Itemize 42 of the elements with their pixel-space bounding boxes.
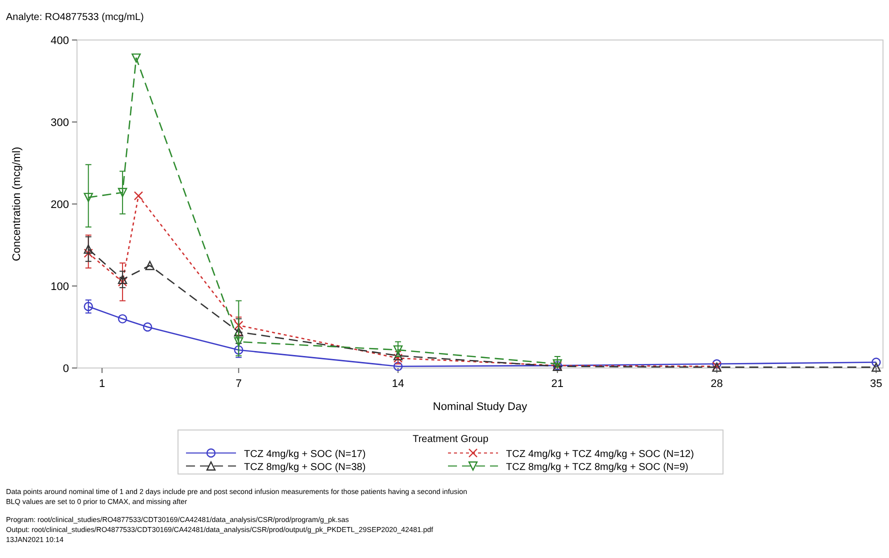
point (84, 302, 93, 312)
point (145, 260, 154, 270)
point (234, 337, 244, 346)
legend-label: TCZ 4mg/kg + SOC (N=17) (244, 449, 366, 460)
legend-title: Treatment Group (412, 434, 489, 445)
point (393, 345, 403, 355)
point (142, 322, 152, 332)
y-axis-title: Concentration (mcg/ml) (11, 146, 23, 262)
x-axis-title: Nominal Study Day (432, 401, 528, 413)
legend-label: TCZ 4mg/kg + TCZ 4mg/kg + SOC (N=12) (506, 449, 694, 460)
legend-label: TCZ 8mg/kg + TCZ 8mg/kg + SOC (N=9) (506, 462, 688, 473)
point (84, 192, 93, 202)
chart-title: Analyte: RO4877533 (mcg/mL) (6, 12, 144, 23)
point (84, 244, 93, 254)
x-tick-label: 28 (710, 378, 723, 390)
point (118, 277, 128, 286)
y-tick-label: 200 (50, 199, 69, 211)
point (872, 358, 881, 367)
point (234, 327, 244, 337)
point (234, 345, 244, 355)
point (118, 274, 128, 284)
y-tick-label: 0 (62, 363, 69, 375)
point (234, 320, 244, 330)
y-tick-label: 300 (50, 117, 69, 129)
point (118, 188, 128, 198)
legend-label: TCZ 8mg/kg + SOC (N=38) (244, 462, 366, 473)
x-tick-label: 1 (98, 378, 106, 390)
x-tick-label: 14 (392, 378, 404, 390)
y-tick-label: 400 (50, 35, 69, 47)
point (712, 359, 722, 368)
point (393, 351, 403, 360)
x-tick-label: 21 (551, 378, 564, 390)
x-tick-label: 7 (236, 378, 242, 390)
y-tick-label: 100 (50, 281, 69, 293)
x-tick-label: 35 (870, 378, 882, 390)
point (393, 362, 403, 371)
point (118, 314, 128, 324)
point (84, 248, 93, 258)
point (872, 362, 881, 372)
point (393, 354, 403, 363)
point (134, 191, 144, 200)
point (132, 53, 141, 63)
